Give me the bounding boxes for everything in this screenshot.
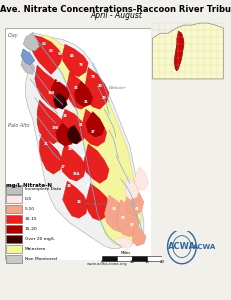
Text: ACWA: ACWA [167, 242, 195, 251]
Text: ACWA: ACWA [192, 244, 215, 250]
Polygon shape [23, 33, 39, 51]
Polygon shape [125, 176, 139, 200]
Polygon shape [152, 23, 222, 79]
Text: 41: 41 [134, 207, 139, 211]
Text: Mainstem: Mainstem [25, 247, 46, 251]
Text: Non Monitored: Non Monitored [25, 257, 57, 261]
Polygon shape [65, 72, 90, 109]
Text: 27: 27 [60, 165, 65, 169]
Polygon shape [132, 225, 146, 246]
Text: Incomplete Data: Incomplete Data [25, 188, 61, 191]
Text: 78: 78 [90, 75, 95, 79]
Text: Webster: Webster [109, 86, 126, 90]
Text: 84: 84 [69, 54, 74, 58]
Text: Clay: Clay [8, 33, 19, 38]
Bar [117, 256, 132, 260]
Text: 21: 21 [83, 100, 88, 104]
Text: 15: 15 [144, 260, 149, 264]
Text: April - August: April - August [90, 11, 141, 20]
Text: 62: 62 [41, 42, 46, 46]
Text: 29: 29 [102, 96, 106, 100]
Bar [147, 256, 162, 260]
Polygon shape [125, 186, 143, 216]
Polygon shape [83, 144, 109, 183]
Text: 21: 21 [44, 142, 49, 146]
Text: 0: 0 [100, 260, 103, 264]
Text: 63: 63 [48, 49, 53, 53]
Text: 5-10: 5-10 [25, 207, 35, 211]
Text: 28: 28 [97, 84, 102, 88]
Text: 2003 Ave. Nitrate Concentrations-Raccoon River Tributaries: 2003 Ave. Nitrate Concentrations-Raccoon… [0, 4, 231, 14]
Polygon shape [116, 200, 139, 237]
Text: Miles: Miles [121, 251, 131, 255]
Polygon shape [39, 135, 62, 174]
Polygon shape [51, 79, 69, 102]
Bar [6, 225, 22, 233]
Text: 0-5: 0-5 [25, 197, 32, 201]
Polygon shape [53, 93, 67, 109]
Text: Over 20 mg/L: Over 20 mg/L [25, 237, 54, 241]
Text: 35: 35 [85, 184, 90, 188]
Polygon shape [74, 81, 92, 107]
Text: 30: 30 [129, 223, 134, 227]
Text: 35: 35 [74, 86, 79, 90]
Bar [6, 195, 22, 203]
Bar [6, 205, 22, 213]
Polygon shape [37, 100, 65, 144]
Polygon shape [35, 65, 65, 109]
Text: Palo Alto: Palo Alto [8, 123, 30, 128]
Bar [6, 245, 22, 253]
Polygon shape [55, 123, 74, 146]
Text: 198: 198 [47, 91, 55, 95]
Text: 24: 24 [67, 147, 72, 151]
Polygon shape [85, 183, 109, 220]
Bar [6, 215, 22, 223]
Bar [6, 235, 22, 243]
Text: 10: 10 [129, 260, 134, 264]
Polygon shape [25, 33, 143, 248]
Bar [132, 256, 147, 260]
Polygon shape [30, 35, 62, 74]
Polygon shape [21, 49, 35, 65]
Bar [6, 255, 22, 263]
Polygon shape [113, 237, 132, 248]
Polygon shape [60, 109, 85, 144]
Polygon shape [62, 181, 88, 218]
Polygon shape [67, 125, 81, 144]
Text: 35A: 35A [73, 172, 80, 176]
Polygon shape [174, 31, 183, 71]
Polygon shape [104, 195, 129, 232]
Polygon shape [39, 35, 141, 246]
Text: 39: 39 [120, 216, 125, 220]
Text: S3: S3 [58, 52, 63, 56]
Text: 38: 38 [111, 207, 116, 211]
Polygon shape [85, 112, 104, 137]
Text: 31: 31 [55, 80, 60, 83]
Bar [102, 256, 117, 260]
Bar [6, 185, 22, 194]
Text: 24: 24 [62, 114, 67, 118]
Text: 74: 74 [79, 63, 83, 67]
Text: mg/L Nitrate-N: mg/L Nitrate-N [6, 183, 52, 188]
Text: 20: 20 [159, 260, 164, 264]
Text: 31: 31 [78, 123, 83, 128]
Text: www.acwa-iowa.org: www.acwa-iowa.org [86, 262, 127, 266]
Text: Pocahontas: Pocahontas [85, 202, 109, 206]
Polygon shape [134, 167, 148, 190]
Text: 34: 34 [76, 200, 81, 204]
Polygon shape [83, 68, 109, 109]
Polygon shape [62, 44, 88, 77]
Text: 198: 198 [52, 126, 59, 130]
Polygon shape [21, 56, 35, 74]
Text: 31: 31 [81, 154, 86, 158]
Text: 27: 27 [90, 130, 95, 134]
Text: 15-20: 15-20 [25, 227, 37, 231]
Polygon shape [60, 144, 85, 181]
Text: 26: 26 [67, 184, 72, 188]
Text: 10-15: 10-15 [25, 217, 37, 221]
Polygon shape [81, 109, 106, 146]
